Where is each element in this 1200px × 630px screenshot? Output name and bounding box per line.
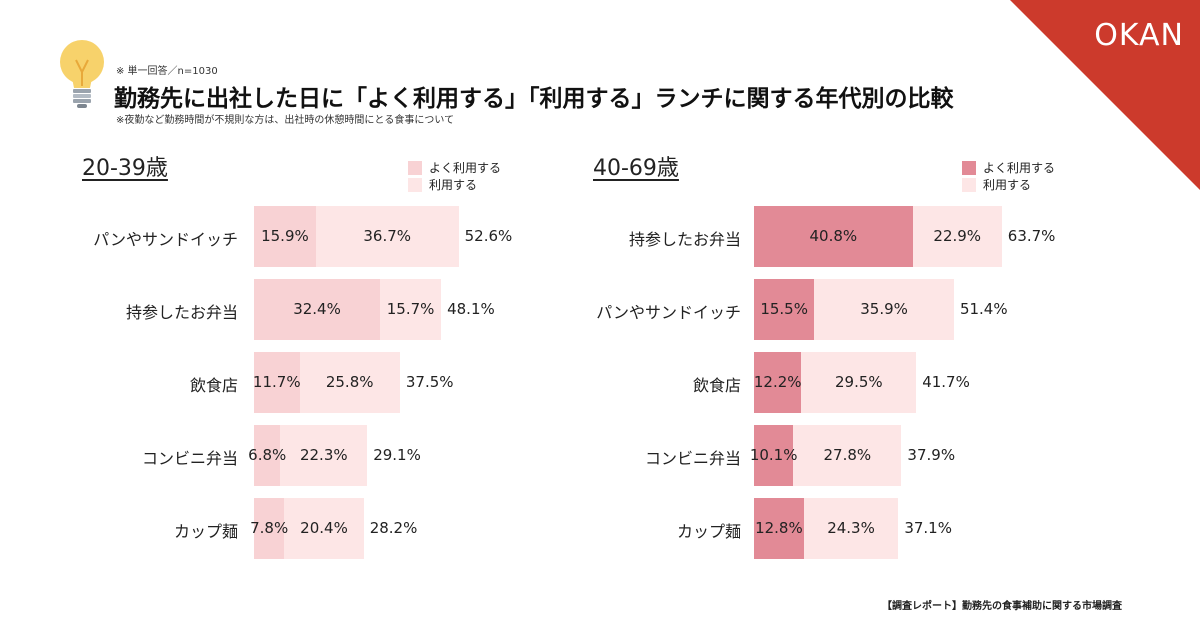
bar-often-value: 40.8% bbox=[809, 227, 858, 245]
bar-often bbox=[254, 206, 316, 267]
okan-logo: OKAN bbox=[1094, 18, 1184, 53]
bar-use bbox=[814, 279, 954, 340]
chart-title: 40-69歳 bbox=[593, 156, 679, 181]
bar-often-value: 6.8% bbox=[248, 446, 287, 464]
bar-use-value: 25.8% bbox=[325, 373, 374, 391]
bar-use-value: 36.7% bbox=[363, 227, 412, 245]
bar-use bbox=[284, 498, 364, 559]
legend-item: 利用する bbox=[962, 176, 1031, 193]
bar-often bbox=[254, 498, 285, 559]
legend-label: よく利用する bbox=[983, 161, 1056, 175]
brand-corner-triangle bbox=[1010, 0, 1200, 190]
bar-total-value: 51.4% bbox=[959, 300, 1008, 318]
bar-often-value: 10.1% bbox=[749, 446, 798, 464]
bar-total-value: 37.1% bbox=[904, 519, 952, 537]
bar-use bbox=[801, 352, 917, 413]
bar-often-value: 15.9% bbox=[261, 227, 309, 245]
bar-often-value: 15.5% bbox=[760, 300, 808, 318]
legend-item: 利用する bbox=[408, 176, 477, 193]
legend-label: 利用する bbox=[983, 178, 1032, 192]
sample-note: ※ 単一回答／n=1030 bbox=[116, 66, 218, 77]
category-label: 持参したお弁当 bbox=[628, 230, 741, 249]
legend-swatch bbox=[962, 177, 976, 192]
bar-total-value: 52.6% bbox=[464, 227, 513, 245]
bar-use-value: 29.5% bbox=[835, 373, 883, 391]
bar-use bbox=[793, 425, 902, 486]
legend-item: よく利用する bbox=[408, 159, 501, 176]
category-label: コンビニ弁当 bbox=[141, 449, 238, 468]
category-label: パンやサンドイッチ bbox=[596, 303, 741, 322]
bar-often-value: 7.8% bbox=[250, 519, 289, 537]
bar-total-value: 37.5% bbox=[405, 373, 454, 391]
footer-source: 【調査レポート】勤務先の食事補助に関する市場調査 bbox=[882, 601, 1122, 612]
bar-use bbox=[315, 206, 459, 267]
sub-note: ※夜勤など勤務時間が不規則な方は、出社時の休憩時間にとる食事について bbox=[116, 115, 455, 126]
bar-total-value: 37.9% bbox=[907, 446, 956, 464]
bar-total-value: 29.1% bbox=[373, 446, 421, 464]
bar-often-value: 32.4% bbox=[293, 300, 341, 318]
bar-use-value: 24.3% bbox=[827, 519, 875, 537]
bar-often bbox=[754, 498, 804, 559]
category-label: 飲食店 bbox=[692, 376, 741, 395]
category-label: 持参したお弁当 bbox=[125, 303, 238, 322]
category-label: 飲食店 bbox=[189, 376, 238, 395]
legend-label: よく利用する bbox=[429, 161, 502, 175]
chart-title: 20-39歳 bbox=[82, 156, 168, 181]
legend-label: 利用する bbox=[429, 178, 478, 192]
bar-total-value: 48.1% bbox=[447, 300, 495, 318]
category-label: カップ麺 bbox=[676, 522, 741, 541]
bar-total-value: 28.2% bbox=[369, 519, 418, 537]
bar-use bbox=[280, 425, 368, 486]
category-label: カップ麺 bbox=[173, 522, 238, 541]
legend-swatch bbox=[962, 160, 976, 175]
bar-use-value: 22.3% bbox=[299, 446, 348, 464]
lightbulb-icon bbox=[60, 40, 104, 108]
legend-item: よく利用する bbox=[962, 159, 1055, 176]
bar-often-value: 11.7% bbox=[252, 373, 301, 391]
bar-total-value: 41.7% bbox=[922, 373, 970, 391]
bar-use-value: 20.4% bbox=[300, 519, 348, 537]
bar-often bbox=[254, 279, 381, 340]
bar-use-value: 27.8% bbox=[823, 446, 872, 464]
bar-often-value: 12.8% bbox=[755, 519, 803, 537]
bar-often-value: 12.2% bbox=[753, 373, 802, 391]
bar-use-value: 35.9% bbox=[860, 300, 908, 318]
legend-swatch bbox=[408, 177, 422, 192]
bar-often bbox=[754, 206, 913, 267]
bar-use-value: 15.7% bbox=[386, 300, 435, 318]
bar-often bbox=[754, 279, 815, 340]
bar-use bbox=[380, 279, 442, 340]
page-title: 勤務先に出社した日に「よく利用する」「利用する」ランチに関する年代別の比較 bbox=[114, 86, 954, 112]
bar-use bbox=[912, 206, 1002, 267]
category-label: パンやサンドイッチ bbox=[93, 230, 238, 249]
category-label: コンビニ弁当 bbox=[644, 449, 741, 468]
bar-use bbox=[299, 352, 400, 413]
bar-total-value: 63.7% bbox=[1007, 227, 1056, 245]
bar-often bbox=[254, 425, 281, 486]
bar-often bbox=[254, 352, 300, 413]
legend-swatch bbox=[408, 160, 422, 175]
bar-use-value: 22.9% bbox=[933, 227, 982, 245]
bar-use bbox=[803, 498, 899, 559]
bar-often bbox=[754, 352, 802, 413]
bar-often bbox=[754, 425, 794, 486]
